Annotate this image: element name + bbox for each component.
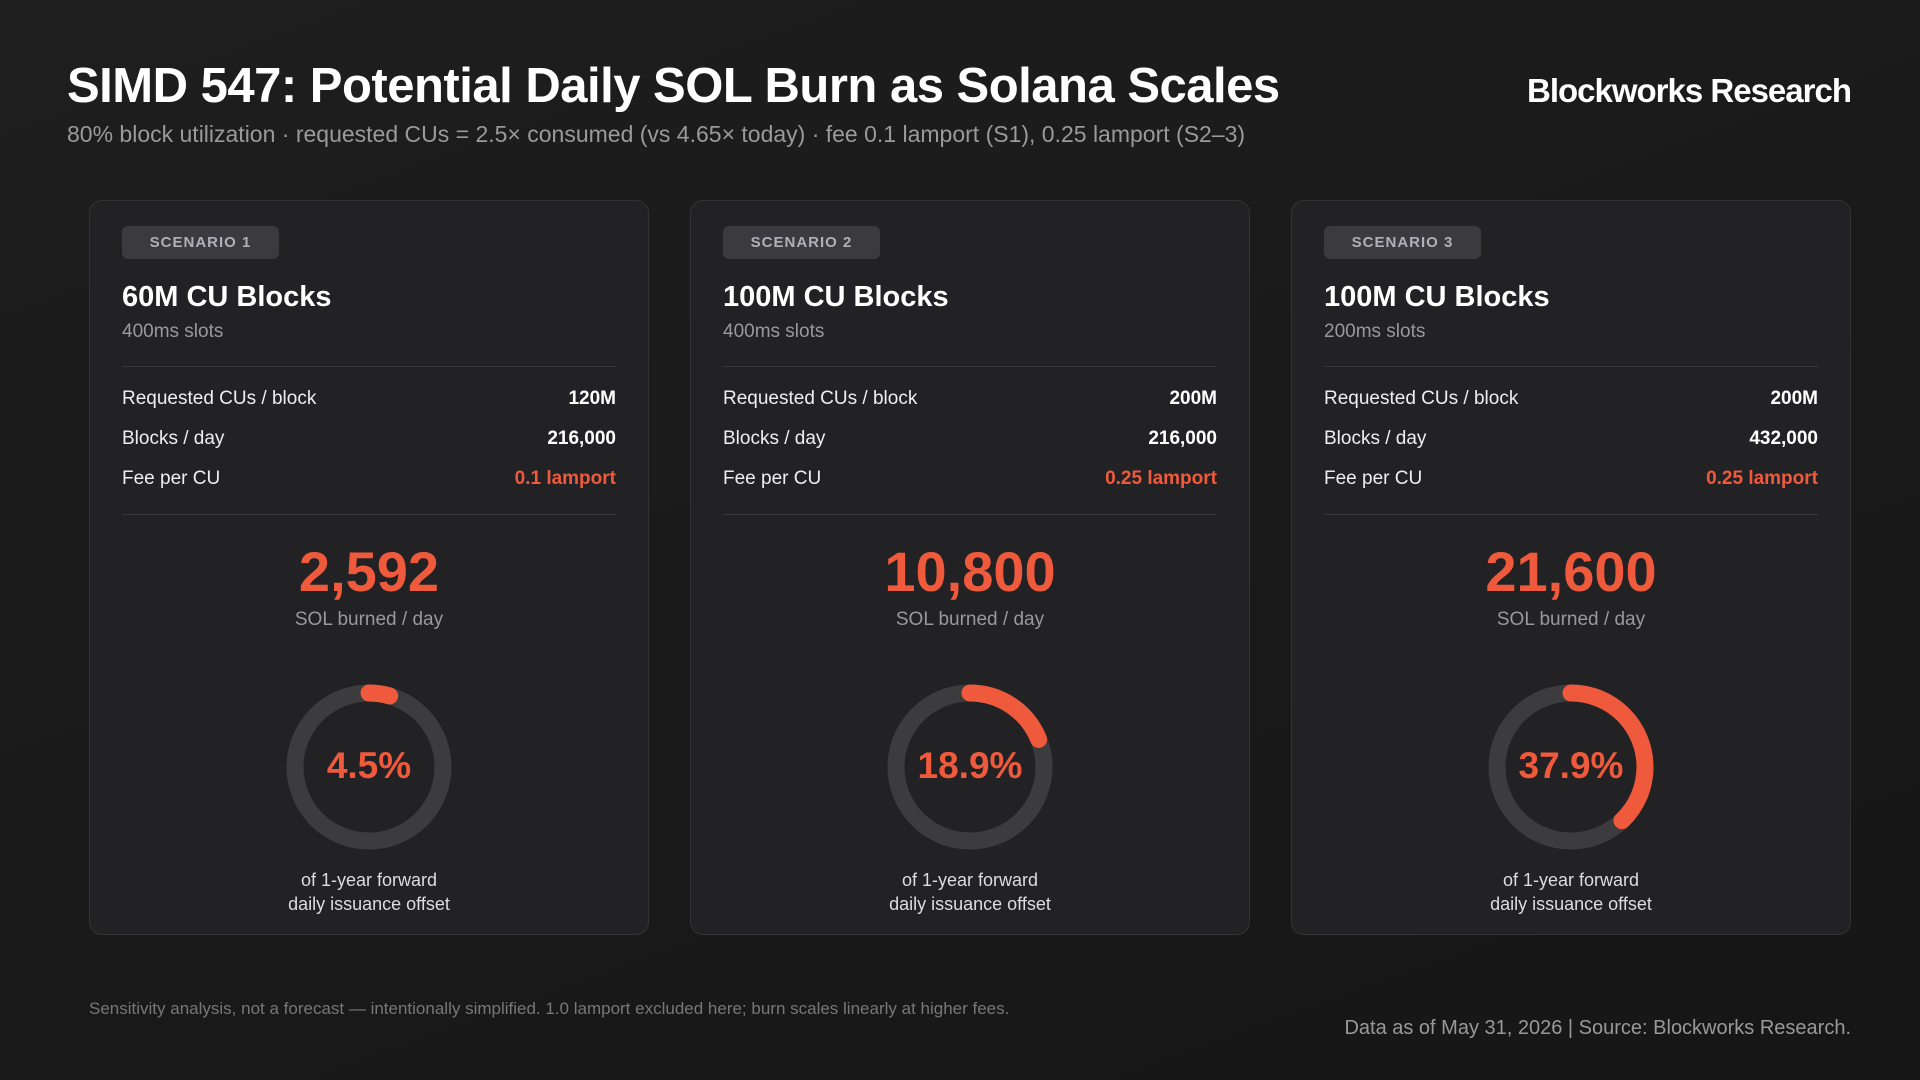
card-title: 60M CU Blocks <box>122 281 332 313</box>
caption: of 1-year forward <box>901 870 1039 890</box>
row-label: Fee per CU <box>122 468 221 489</box>
divider <box>1324 514 1818 515</box>
gauge-arc <box>887 684 1053 850</box>
badge: SCENARIO 3 <box>1324 226 1481 259</box>
caption: daily issuance offset <box>889 894 1051 914</box>
burn-value: 10,800 <box>884 540 1056 603</box>
row-label: Blocks / day <box>1324 428 1427 449</box>
badge: SCENARIO 1 <box>122 226 279 259</box>
row-label: Fee per CU <box>723 468 822 489</box>
burn-label: SOL burned / day <box>895 609 1045 630</box>
row-value: 0.25 lamport <box>1706 468 1818 489</box>
card-title: 100M CU Blocks <box>723 281 949 313</box>
row-label: Requested CUs / block <box>723 388 918 409</box>
subtitle: 80% block utilization · requested CUs = … <box>67 121 1246 147</box>
burn-label: SOL burned / day <box>294 609 444 630</box>
row-value: 120M <box>568 388 616 409</box>
gauge: 4.5% <box>286 684 452 850</box>
row-value: 216,000 <box>1148 428 1217 449</box>
caption: of 1-year forward <box>1502 870 1640 890</box>
gauge-arc <box>286 684 452 850</box>
gauge-label: 37.9% <box>1519 745 1624 786</box>
gauge: 37.9% <box>1488 684 1654 850</box>
card-subtitle: 400ms slots <box>723 321 825 342</box>
gauge-arc <box>1488 684 1654 850</box>
row-label: Requested CUs / block <box>1324 388 1519 409</box>
row-label: Blocks / day <box>122 428 225 449</box>
divider <box>122 514 616 515</box>
row-value: 200M <box>1770 388 1818 409</box>
gauge-label: 18.9% <box>918 745 1023 786</box>
row-label: Blocks / day <box>723 428 826 449</box>
brand: Blockworks Research <box>1526 72 1852 109</box>
card-subtitle: 200ms slots <box>1324 321 1426 342</box>
footnote: Sensitivity analysis, not a forecast — i… <box>89 999 1010 1018</box>
row-label: Fee per CU <box>1324 468 1423 489</box>
caption: daily issuance offset <box>288 894 450 914</box>
scenario-card: SCENARIO 2 100M CU Blocks 400ms slots Reque… <box>690 200 1250 935</box>
caption: of 1-year forward <box>300 870 438 890</box>
source: Data as of May 31, 2026 | Source: Blockw… <box>1344 1017 1851 1039</box>
row-value: 432,000 <box>1749 428 1818 449</box>
divider <box>122 366 616 367</box>
burn-value: 2,592 <box>298 540 440 603</box>
gauge-label: 4.5% <box>327 745 411 786</box>
burn-value: 21,600 <box>1485 540 1657 603</box>
divider <box>1324 366 1818 367</box>
scenario-card: SCENARIO 1 60M CU Blocks 400ms slots Reques… <box>89 200 649 935</box>
title: SIMD 547: Potential Daily SOL Burn as So… <box>67 59 1280 113</box>
burn-label: SOL burned / day <box>1496 609 1646 630</box>
row-label: Requested CUs / block <box>122 388 317 409</box>
row-value: 0.1 lamport <box>514 468 616 489</box>
row-value: 216,000 <box>547 428 616 449</box>
divider <box>723 366 1217 367</box>
card-subtitle: 400ms slots <box>122 321 224 342</box>
row-value: 0.25 lamport <box>1105 468 1217 489</box>
gauge: 18.9% <box>887 684 1053 850</box>
row-value: 200M <box>1169 388 1217 409</box>
divider <box>723 514 1217 515</box>
card-title: 100M CU Blocks <box>1324 281 1550 313</box>
caption: daily issuance offset <box>1490 894 1652 914</box>
badge: SCENARIO 2 <box>723 226 880 259</box>
scenario-card: SCENARIO 3 100M CU Blocks 200ms slots Reque… <box>1291 200 1851 935</box>
